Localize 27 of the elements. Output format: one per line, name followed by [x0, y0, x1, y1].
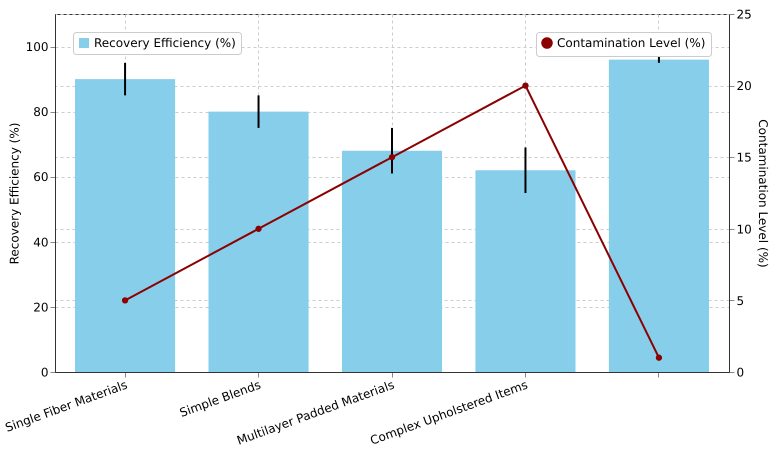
bar — [75, 79, 176, 372]
point — [522, 82, 529, 89]
y-tick-label: 40 — [33, 235, 48, 250]
y2-axis-title: Contamination Level (%) — [756, 119, 770, 268]
y-tick-label: 80 — [33, 105, 48, 120]
x-tick-label: Simple Blends — [178, 378, 263, 420]
point — [388, 154, 396, 160]
bar — [208, 112, 309, 372]
y2-tick-label: 20 — [736, 79, 752, 94]
bar — [342, 150, 442, 372]
y-tick-label: 100 — [26, 40, 48, 54]
y2-tick-label: 0 — [736, 366, 744, 380]
legend-label: Recovery Efficiency (%) — [94, 36, 236, 50]
y2-tick-label: 15 — [736, 150, 752, 165]
bar — [608, 60, 709, 372]
y-tick-label: 0 — [40, 366, 48, 380]
y-tick-label: 20 — [33, 300, 48, 314]
y-axis-title: Recovery Efficiency (%) — [8, 122, 22, 264]
point — [255, 226, 262, 232]
legend-label: Contamination Level (%) — [557, 36, 706, 50]
y-tick-label: 60 — [33, 170, 48, 184]
point — [122, 297, 128, 304]
bar — [475, 170, 576, 372]
y2-tick-label: 10 — [736, 222, 752, 236]
y2-tick-label: 5 — [736, 294, 744, 308]
y2-tick-label: 25 — [736, 8, 752, 22]
point — [656, 354, 662, 361]
